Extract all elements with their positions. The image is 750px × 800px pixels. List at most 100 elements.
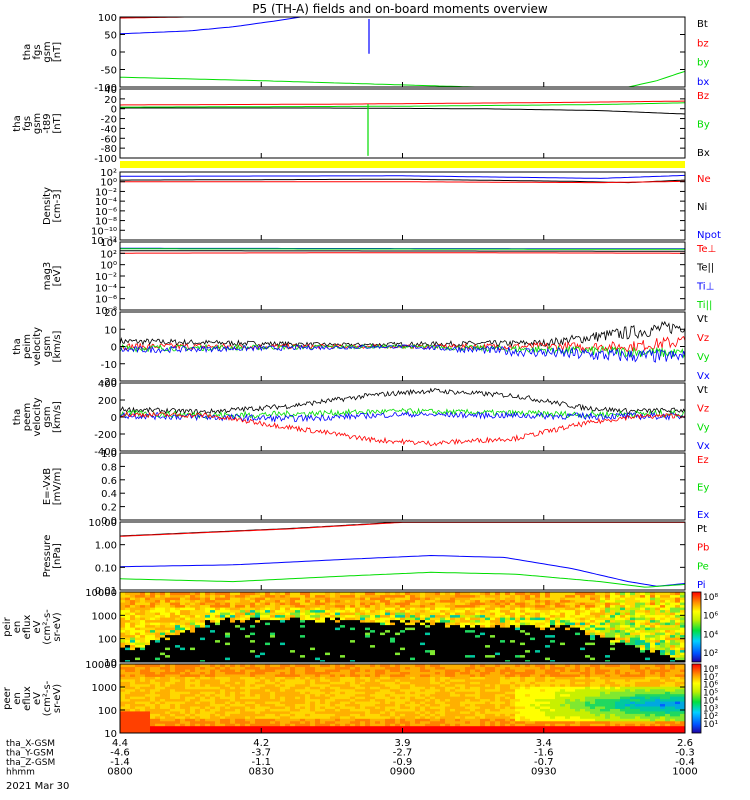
- cell: [600, 599, 606, 603]
- cell: [470, 622, 476, 626]
- cell: [470, 609, 476, 613]
- cell: [155, 710, 161, 714]
- cell: [480, 649, 486, 653]
- cell: [130, 609, 136, 613]
- cell: [295, 703, 301, 707]
- cell: [630, 624, 636, 628]
- cell: [240, 629, 246, 633]
- cell: [440, 642, 446, 646]
- y-tick-label: -100: [94, 83, 117, 94]
- cell: [325, 718, 331, 722]
- cell: [435, 649, 441, 653]
- cell: [470, 627, 476, 631]
- cell: [500, 617, 506, 621]
- cell: [435, 629, 441, 633]
- cell: [185, 659, 191, 662]
- cell: [220, 686, 226, 690]
- cell: [375, 678, 381, 682]
- cell: [355, 725, 361, 729]
- cell: [630, 619, 636, 623]
- cell: [260, 713, 266, 717]
- cell: [325, 686, 331, 690]
- cell: [135, 602, 141, 606]
- cell: [475, 614, 481, 618]
- cell: [170, 730, 176, 733]
- cell: [680, 607, 685, 611]
- cell: [210, 592, 216, 596]
- cell: [315, 597, 321, 601]
- cell: [345, 652, 351, 656]
- cell: [140, 728, 146, 732]
- cell: [565, 619, 571, 623]
- cell: [125, 654, 131, 658]
- cell: [310, 607, 316, 611]
- cell: [240, 681, 246, 685]
- cell: [370, 725, 376, 729]
- cell: [205, 644, 211, 648]
- cell: [125, 634, 131, 638]
- cell: [280, 673, 286, 677]
- cell: [440, 657, 446, 661]
- cell: [320, 659, 326, 662]
- cell: [610, 659, 616, 662]
- cell: [355, 678, 361, 682]
- cell: [350, 609, 356, 613]
- cell: [305, 715, 311, 719]
- cell: [155, 688, 161, 692]
- cell: [440, 599, 446, 603]
- cell: [600, 607, 606, 611]
- cell: [610, 647, 616, 651]
- cell: [260, 637, 266, 641]
- cell: [140, 642, 146, 646]
- cell: [265, 604, 271, 608]
- cell: [245, 624, 251, 628]
- cell: [250, 644, 256, 648]
- cell: [450, 594, 456, 598]
- cell: [260, 698, 266, 702]
- cell: [340, 602, 346, 606]
- cell: [425, 652, 431, 656]
- cell: [280, 594, 286, 598]
- cell: [355, 607, 361, 611]
- cell: [185, 696, 191, 700]
- cell: [490, 637, 496, 641]
- cell: [175, 597, 181, 601]
- cell: [510, 647, 516, 651]
- cell: [225, 723, 231, 727]
- cell: [220, 708, 226, 712]
- cell: [310, 678, 316, 682]
- cell: [275, 592, 281, 596]
- cell: [430, 634, 436, 638]
- cell: [455, 617, 461, 621]
- cell: [195, 664, 201, 668]
- cell: [230, 696, 236, 700]
- cell: [155, 671, 161, 675]
- cell: [180, 681, 186, 685]
- cell: [510, 644, 516, 648]
- cell: [330, 644, 336, 648]
- cell: [540, 627, 546, 631]
- cell: [185, 708, 191, 712]
- cell: [385, 612, 391, 616]
- cell: [145, 668, 151, 672]
- cell: [600, 614, 606, 618]
- cell: [390, 647, 396, 651]
- cell: [510, 594, 516, 598]
- cell: [580, 592, 586, 596]
- cell: [290, 652, 296, 656]
- cell: [380, 681, 386, 685]
- cell: [395, 632, 401, 636]
- cell: [305, 676, 311, 680]
- cell: [390, 614, 396, 618]
- cell: [630, 629, 636, 633]
- cell: [335, 647, 341, 651]
- cell: [480, 617, 486, 621]
- cell: [290, 668, 296, 672]
- cell: [415, 599, 421, 603]
- cell: [620, 607, 626, 611]
- cell: [470, 644, 476, 648]
- cell: [375, 691, 381, 695]
- cell: [250, 700, 256, 705]
- cell: [305, 678, 311, 682]
